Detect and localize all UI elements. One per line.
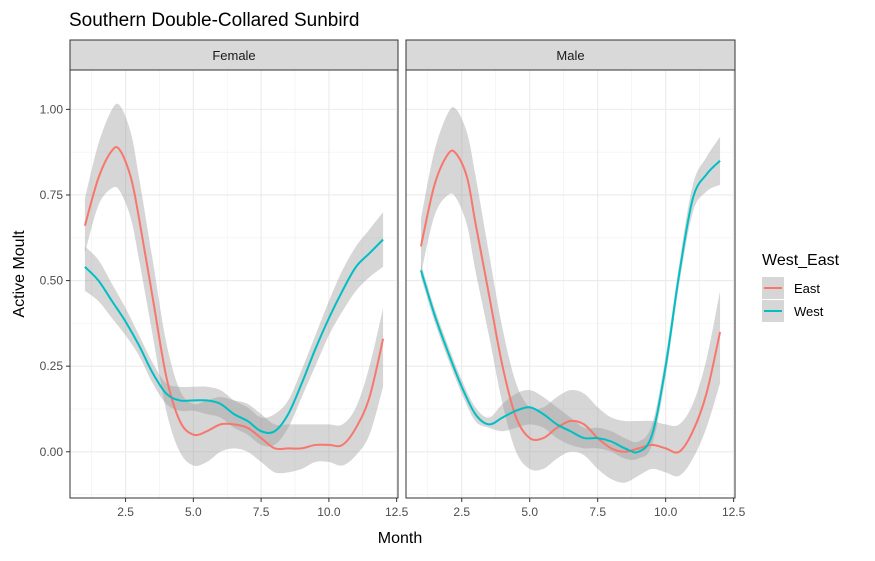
- panel-background: [406, 70, 735, 498]
- legend-label: West: [794, 304, 824, 319]
- legend-label: East: [794, 281, 820, 296]
- x-tick-label: 2.5: [117, 505, 134, 519]
- legend-item-west: West: [762, 300, 824, 322]
- x-tick-label: 5.0: [521, 505, 538, 519]
- chart-title: Southern Double-Collared Sunbird: [69, 10, 359, 31]
- legend: West_East East West: [762, 252, 840, 322]
- x-tick-label: 12.5: [385, 505, 409, 519]
- y-tick-label: 1.00: [40, 102, 64, 116]
- x-tick-label: 10.0: [317, 505, 341, 519]
- x-tick-label: 10.0: [654, 505, 678, 519]
- x-tick-label: 7.5: [589, 505, 606, 519]
- y-tick-label: 0.50: [40, 274, 64, 288]
- panel-background: [70, 70, 398, 498]
- band-east: [420, 107, 721, 483]
- y-axis-label: Active Moult: [11, 230, 28, 318]
- band-west: [84, 212, 384, 447]
- legend-items: East West: [762, 277, 824, 322]
- band-east: [84, 103, 384, 474]
- y-tick-label: 0.00: [40, 445, 64, 459]
- panel-male: Male 2.5 5.0 7.5 10.0 12.5: [405, 39, 746, 519]
- panels: Female 2.5 5.0 7.5 10.0 12.5 0.00 0.25 0.50 0.75 1…: [40, 39, 746, 519]
- line-west: [84, 238, 384, 434]
- y-tick-label: 0.25: [40, 359, 64, 373]
- line-west: [419, 160, 721, 454]
- panel-female: Female 2.5 5.0 7.5 10.0 12.5 0.00 0.25 0.50 0.75 1…: [40, 39, 409, 519]
- panel-border: [405, 69, 736, 499]
- x-axis-label: Month: [378, 530, 422, 547]
- x-tick-label: 2.5: [453, 505, 470, 519]
- facet-strip-label: Female: [212, 48, 255, 63]
- panel-border: [69, 69, 399, 499]
- x-tick-label: 5.0: [185, 505, 202, 519]
- line-east: [83, 146, 385, 451]
- legend-title: West_East: [762, 252, 840, 269]
- legend-item-east: East: [762, 277, 820, 299]
- x-tick-label: 12.5: [722, 505, 746, 519]
- x-tick-label: 7.5: [253, 505, 270, 519]
- y-tick-label: 0.75: [40, 188, 64, 202]
- facet-strip-label: Male: [556, 48, 584, 63]
- line-east: [419, 149, 722, 454]
